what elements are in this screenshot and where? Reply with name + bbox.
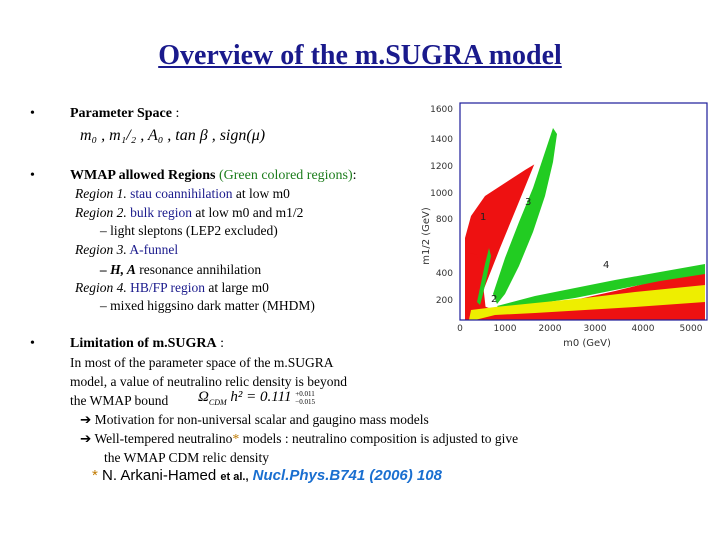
x-axis-label: m0 (GeV) xyxy=(563,338,611,349)
y-tick-label: 1600 xyxy=(430,105,453,115)
well-tempered-text: ➔ Well-tempered neutralino xyxy=(80,431,233,446)
region-1-name: stau coannihilation xyxy=(130,186,233,201)
omega-subscript: CDM xyxy=(208,398,227,407)
limit-line-3: the WMAP bound xyxy=(70,393,169,408)
omega-value: h² = 0.111 xyxy=(230,389,292,405)
page-title: Overview of the m.SUGRA model xyxy=(158,40,562,71)
omega-error-up: +0.011 xyxy=(295,389,315,398)
well-tempered-rest: models : neutralino composition is adjus… xyxy=(239,431,519,446)
wmap-label: WMAP allowed Regions xyxy=(70,168,216,183)
limit-heading: Limitation of m.SUGRA : xyxy=(70,336,224,352)
y-tick-label: 400 xyxy=(436,269,453,279)
bullet-marker: • xyxy=(30,336,35,351)
stau-lsp-region xyxy=(465,253,487,320)
reference-etal: et al., xyxy=(220,471,249,483)
y-tick-label: 1200 xyxy=(430,162,453,172)
region-label: 3 xyxy=(525,197,531,208)
region-2: Region 2. bulk region at low m0 and m1/2 xyxy=(75,205,303,221)
region-3-sub-desc: resonance annihilation xyxy=(139,262,262,277)
well-tempered-line: ➔ Well-tempered neutralino* models : neu… xyxy=(80,431,518,447)
x-tick-label: 4000 xyxy=(632,324,655,334)
param-formula: m₀ , m₁/₂ , A₀ , tan β , sign(μ) xyxy=(80,127,266,144)
motivation-line: ➔ Motivation for non-universal scalar an… xyxy=(80,412,429,427)
region-4-sub: – mixed higgsino dark matter (MHDM) xyxy=(100,298,315,313)
y-tick-label: 1000 xyxy=(430,189,453,199)
region-4-desc: at large m0 xyxy=(208,280,269,295)
y-tick-label: 1400 xyxy=(430,135,453,145)
x-tick-label: 0 xyxy=(457,324,463,334)
wmap-region-3 xyxy=(493,128,557,304)
wmap-heading: WMAP allowed Regions (Green colored regi… xyxy=(70,168,357,184)
limit-label: Limitation of m.SUGRA xyxy=(70,336,217,351)
param-heading: Parameter Space : xyxy=(70,106,179,122)
msugra-parameter-chart: 1600 1400 1200 1000 800 400 200 0 1000 2… xyxy=(421,102,708,349)
wmap-note: (Green colored regions) xyxy=(218,168,353,183)
wmap-colon: : xyxy=(352,168,357,183)
limit-colon: : xyxy=(216,336,225,351)
param-colon: : xyxy=(171,106,180,121)
region-1-desc: at low m0 xyxy=(235,186,290,201)
footnote-star: * xyxy=(232,431,240,446)
region-2-prefix: Region 2. xyxy=(75,205,127,220)
omega-errors: +0.011 −0.015 xyxy=(295,390,315,406)
region-3: Region 3. A-funnel xyxy=(75,242,178,258)
reference: * N. Arkani-Hamed et al., Nucl.Phys.B741… xyxy=(92,467,442,484)
bullet-marker: • xyxy=(30,168,35,183)
x-tick-label: 3000 xyxy=(584,324,607,334)
lep-excluded-region xyxy=(469,285,705,320)
omega-error-down: −0.015 xyxy=(295,397,315,406)
y-axis-label: m1/2 (GeV) xyxy=(421,207,432,265)
x-tick-label: 5000 xyxy=(680,324,703,334)
limit-line-2: model, a value of neutralino relic densi… xyxy=(70,374,348,389)
y-tick-label: 800 xyxy=(436,215,453,225)
region-3-name: A-funnel xyxy=(129,242,179,257)
plot-frame xyxy=(459,102,708,321)
region-2-sub: – light sleptons (LEP2 excluded) xyxy=(100,223,278,238)
wmap-region-4 xyxy=(497,264,705,310)
x-tick-label: 1000 xyxy=(494,324,517,334)
reference-journal: Nucl.Phys.B741 (2006) 108 xyxy=(248,467,442,484)
region-4-name: HB/FP region xyxy=(130,280,206,295)
region-3-prefix: Region 3. xyxy=(75,242,127,257)
param-label: Parameter Space xyxy=(70,106,172,121)
well-tempered-cont: the WMAP CDM relic density xyxy=(104,450,269,465)
region-1: Region 1. stau coannihilation at low m0 xyxy=(75,186,290,202)
wmap-region-1 xyxy=(477,248,491,305)
region-label: 4 xyxy=(603,260,609,271)
bullet-marker: • xyxy=(30,106,35,121)
region-4-prefix: Region 4. xyxy=(75,280,127,295)
region-1-prefix: Region 1. xyxy=(75,186,127,201)
region-2-name: bulk region xyxy=(130,205,192,220)
x-tick-label: 2000 xyxy=(539,324,562,334)
region-4: Region 4. HB/FP region at large m0 xyxy=(75,280,269,296)
limit-line-1: In most of the parameter space of the m.… xyxy=(70,355,334,370)
region-2-desc: at low m0 and m1/2 xyxy=(195,205,304,220)
allowed-region xyxy=(478,103,705,312)
region-label: 1 xyxy=(480,212,486,223)
omega-symbol: Ω xyxy=(198,389,209,405)
reference-author: N. Arkani-Hamed xyxy=(97,467,221,484)
region-label: 2 xyxy=(491,294,497,305)
wmap-bound-formula: ΩCDM h² = 0.111 +0.011 −0.015 xyxy=(198,389,315,407)
plot-area: 1 2 3 4 xyxy=(459,102,708,321)
region-3-sub-bold: – H, A xyxy=(100,262,136,277)
y-tick-label: 200 xyxy=(436,296,453,306)
region-3-sub: – H, A resonance annihilation xyxy=(100,262,261,278)
reference-star: * xyxy=(92,467,98,484)
